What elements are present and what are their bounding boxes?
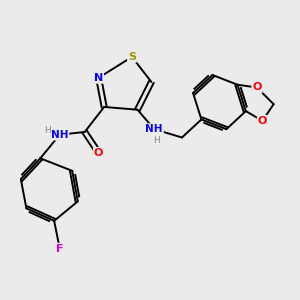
Text: O: O <box>94 148 103 158</box>
Text: O: O <box>258 116 267 126</box>
Text: S: S <box>128 52 136 62</box>
Text: H: H <box>44 126 51 135</box>
Text: F: F <box>56 244 64 254</box>
Text: NH: NH <box>51 130 68 140</box>
Text: NH: NH <box>146 124 163 134</box>
Text: N: N <box>94 73 103 83</box>
Text: H: H <box>154 136 160 145</box>
Text: O: O <box>252 82 262 92</box>
